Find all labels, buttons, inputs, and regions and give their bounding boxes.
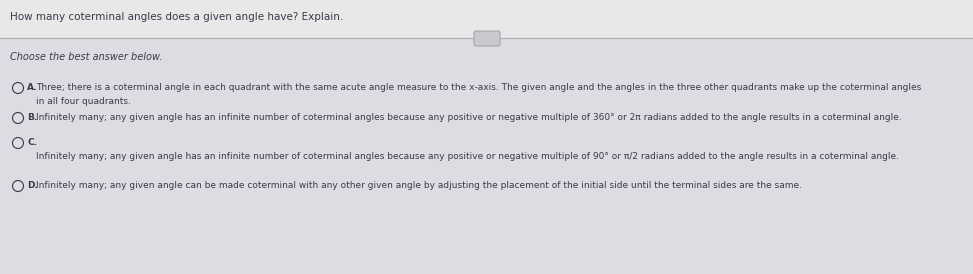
Text: A.: A. — [27, 83, 38, 92]
Text: in all four quadrants.: in all four quadrants. — [36, 97, 131, 106]
Text: Infinitely many; any given angle can be made coterminal with any other given ang: Infinitely many; any given angle can be … — [36, 181, 802, 190]
Text: Choose the best answer below.: Choose the best answer below. — [10, 52, 162, 62]
FancyBboxPatch shape — [474, 31, 500, 46]
Text: Infinitely many; any given angle has an infinite number of coterminal angles bec: Infinitely many; any given angle has an … — [36, 152, 899, 161]
Text: Infinitely many; any given angle has an infinite number of coterminal angles bec: Infinitely many; any given angle has an … — [36, 113, 902, 122]
FancyBboxPatch shape — [0, 0, 973, 42]
FancyBboxPatch shape — [0, 38, 973, 274]
Text: C.: C. — [27, 138, 37, 147]
Text: D.: D. — [27, 181, 38, 190]
Text: Three; there is a coterminal angle in each quadrant with the same acute angle me: Three; there is a coterminal angle in ea… — [36, 83, 921, 92]
Text: How many coterminal angles does a given angle have? Explain.: How many coterminal angles does a given … — [10, 12, 343, 22]
Text: B.: B. — [27, 113, 37, 122]
